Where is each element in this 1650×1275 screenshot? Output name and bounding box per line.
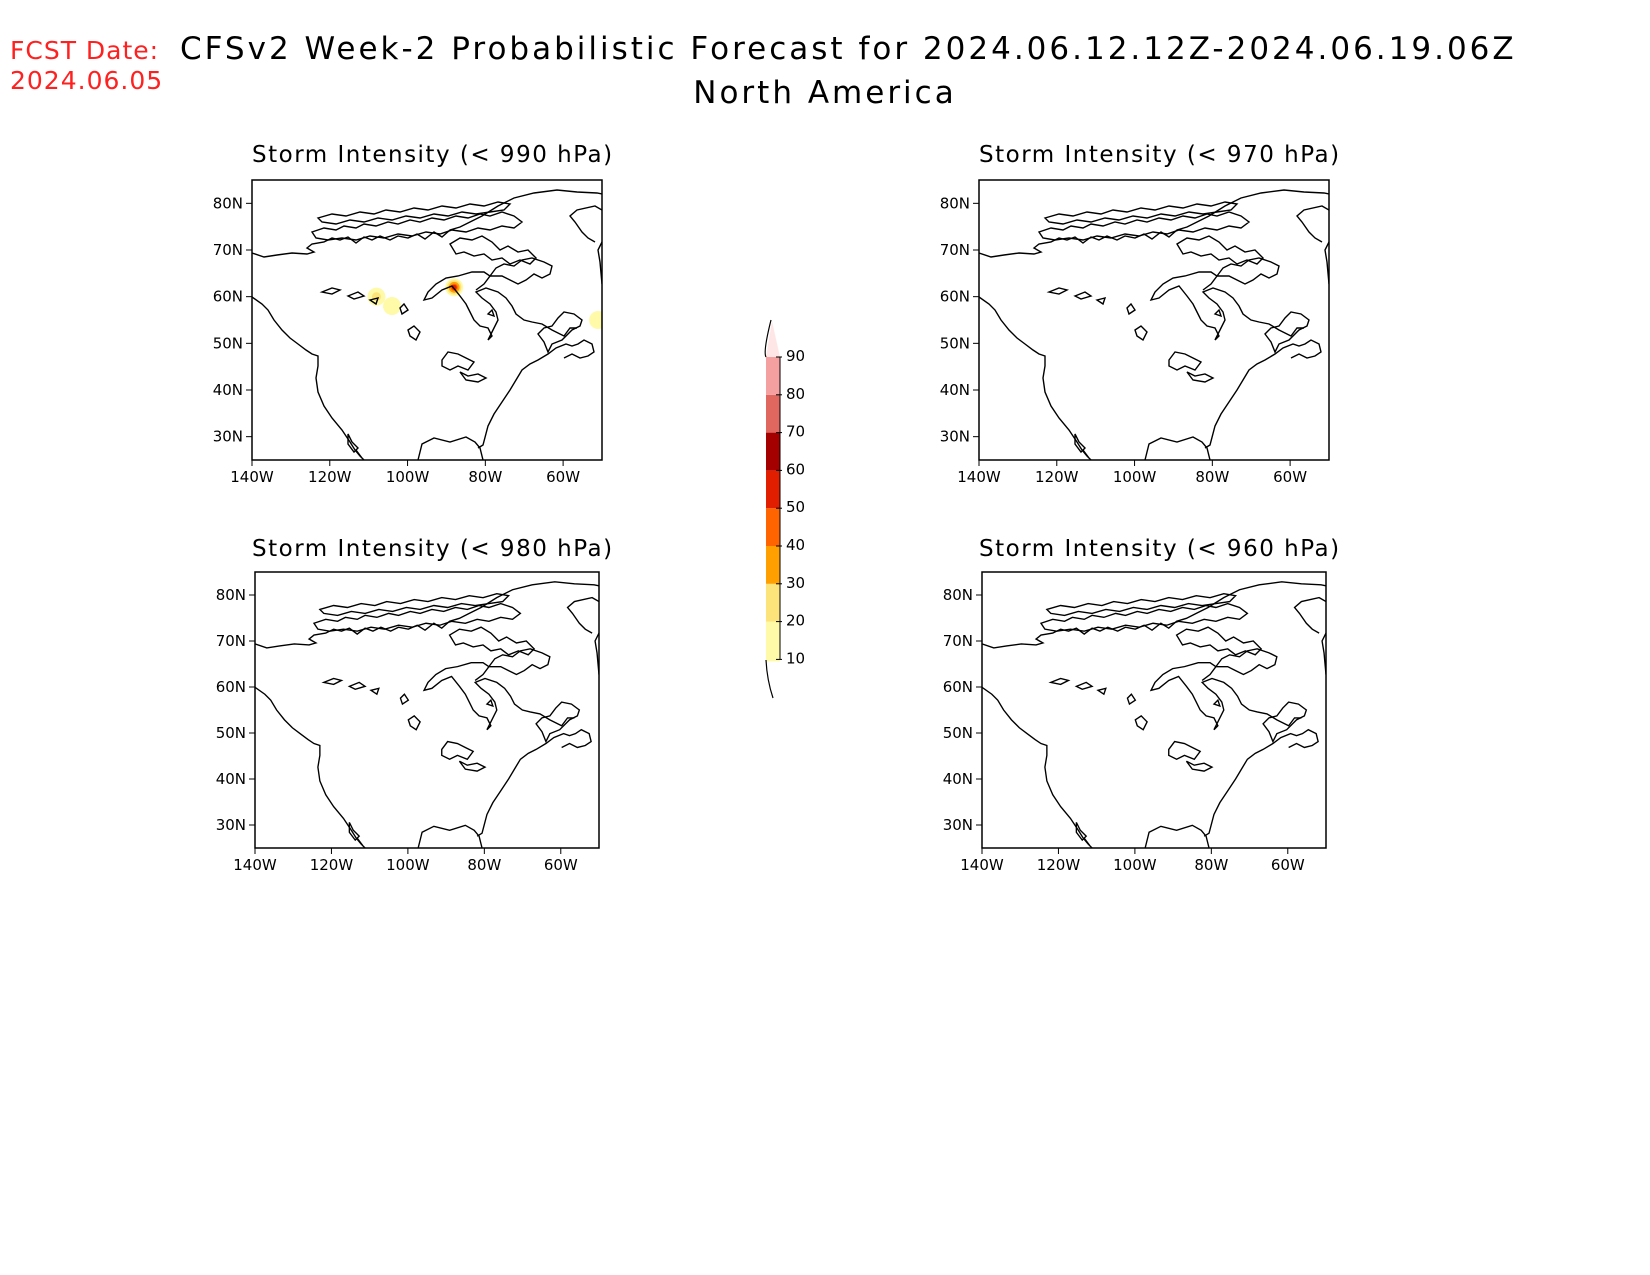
lon-label: 80W <box>1194 856 1228 874</box>
lon-label: 100W <box>1113 468 1157 486</box>
lat-label: 70N <box>940 241 970 259</box>
coastline <box>252 189 602 460</box>
main-title: CFSv2 Week-2 Probabilistic Forecast for … <box>180 31 1517 67</box>
lon-label: 140W <box>230 468 274 486</box>
lon-label: 140W <box>957 468 1001 486</box>
lon-label: 120W <box>308 468 352 486</box>
lat-label: 60N <box>213 288 243 306</box>
probability-area <box>451 284 457 290</box>
colorbar-swatch <box>766 432 780 471</box>
lat-label: 30N <box>213 428 243 446</box>
map-panel-0: 80N 70N 60N 50N 40N 30N 140W 120W 100W 80W 60W <box>213 179 603 486</box>
lon-label: 140W <box>233 856 277 874</box>
lon-label: 80W <box>1195 468 1229 486</box>
colorbar: 10 20 30 40 50 60 70 80 90 <box>766 321 805 667</box>
map-panel-3: 80N 70N 60N 50N 40N 30N 140W 120W 100W 80W 60W <box>943 571 1327 874</box>
colorbar-swatch <box>766 470 780 509</box>
lat-label: 40N <box>940 381 970 399</box>
map-frame <box>254 571 600 849</box>
lat-label: 70N <box>216 632 246 650</box>
colorbar-label: 70 <box>786 423 805 441</box>
colorbar-label: 60 <box>786 460 805 478</box>
lat-label: 50N <box>216 724 246 742</box>
lat-label: 40N <box>943 770 973 788</box>
lat-label: 50N <box>940 334 970 352</box>
lat-label: 80N <box>213 194 243 212</box>
lat-label: 50N <box>943 724 973 742</box>
colorbar-bottom-arrow <box>765 659 774 699</box>
probability-area <box>589 311 602 329</box>
colorbar-label: 40 <box>786 536 805 554</box>
lon-label: 60W <box>546 468 580 486</box>
lat-label: 80N <box>943 586 973 604</box>
colorbar-top-arrow <box>764 319 772 358</box>
lon-label: 140W <box>960 856 1004 874</box>
panel-title-970: Storm Intensity (< 970 hPa) <box>979 142 1341 168</box>
coastline <box>982 581 1326 848</box>
map-frame <box>978 179 1330 461</box>
forecast-date-value: 2024.06.05 <box>10 66 164 95</box>
lat-label: 40N <box>216 770 246 788</box>
colorbar-swatch <box>766 357 780 395</box>
lat-label: 80N <box>216 586 246 604</box>
colorbar-label: 20 <box>786 612 805 630</box>
lon-label: 60W <box>544 856 578 874</box>
lon-label: 100W <box>386 856 430 874</box>
colorbar-swatch <box>766 583 780 622</box>
colorbar-swatch <box>766 546 780 584</box>
lon-label: 120W <box>310 856 354 874</box>
lon-label: 120W <box>1037 856 1081 874</box>
colorbar-swatch <box>766 621 780 662</box>
lon-label: 60W <box>1271 856 1305 874</box>
lon-label: 100W <box>1113 856 1157 874</box>
lat-label: 50N <box>213 334 243 352</box>
lat-label: 70N <box>943 632 973 650</box>
lon-label: 100W <box>386 468 430 486</box>
colorbar-swatch <box>766 321 780 357</box>
forecast-date-label: FCST Date: <box>10 36 160 65</box>
map-frame <box>981 571 1327 849</box>
colorbar-label: 90 <box>786 347 805 365</box>
lat-label: 30N <box>216 816 246 834</box>
colorbar-label: 10 <box>786 649 805 667</box>
lon-label: 80W <box>467 856 501 874</box>
colorbar-label: 80 <box>786 385 805 403</box>
lat-label: 60N <box>940 288 970 306</box>
lat-label: 60N <box>943 678 973 696</box>
colorbar-label: 30 <box>786 574 805 592</box>
map-frame <box>251 179 603 461</box>
colorbar-label: 50 <box>786 498 805 516</box>
coastline <box>255 581 599 848</box>
map-panel-2: 80N 70N 60N 50N 40N 30N 140W 120W 100W 80W 60W <box>216 571 600 874</box>
region-title: North America <box>693 75 957 111</box>
lon-label: 80W <box>468 468 502 486</box>
panel-title-980: Storm Intensity (< 980 hPa) <box>252 536 614 562</box>
forecast-date-block: FCST Date: 2024.06.05 <box>10 36 163 96</box>
lat-label: 30N <box>943 816 973 834</box>
lat-label: 60N <box>216 678 246 696</box>
lat-label: 40N <box>213 381 243 399</box>
map-panel-1: 80N 70N 60N 50N 40N 30N 140W 120W 100W 80W 60W <box>940 179 1330 486</box>
lon-label: 60W <box>1273 468 1307 486</box>
coastline <box>979 189 1329 460</box>
lon-label: 120W <box>1035 468 1079 486</box>
lat-label: 30N <box>940 428 970 446</box>
lat-label: 70N <box>213 241 243 259</box>
colorbar-swatch <box>766 394 780 433</box>
probability-area <box>383 297 401 315</box>
lat-label: 80N <box>940 194 970 212</box>
panel-title-960: Storm Intensity (< 960 hPa) <box>979 536 1341 562</box>
panel-title-990: Storm Intensity (< 990 hPa) <box>252 142 614 168</box>
colorbar-swatch <box>766 508 780 546</box>
